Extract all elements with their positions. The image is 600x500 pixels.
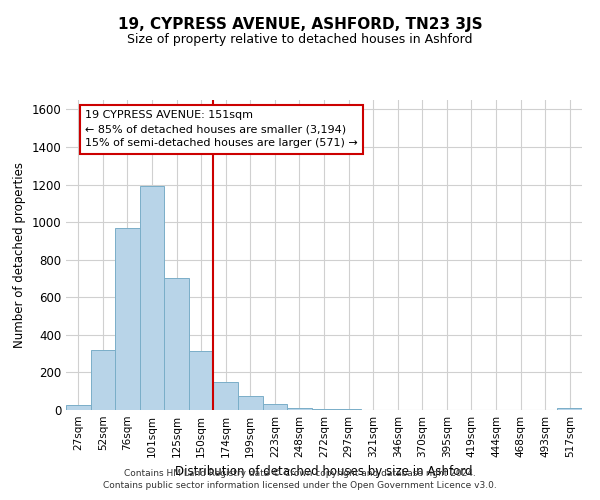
Text: Contains public sector information licensed under the Open Government Licence v3: Contains public sector information licen… [103,481,497,490]
X-axis label: Distribution of detached houses by size in Ashford: Distribution of detached houses by size … [175,466,473,478]
Bar [287,408,312,410]
Bar [214,382,238,410]
Bar [557,408,582,410]
Bar [91,350,115,410]
Bar [263,404,287,410]
Bar [238,396,263,410]
Bar [189,351,214,410]
Bar [164,278,189,410]
Text: 19, CYPRESS AVENUE, ASHFORD, TN23 3JS: 19, CYPRESS AVENUE, ASHFORD, TN23 3JS [118,18,482,32]
Text: Contains HM Land Registry data © Crown copyright and database right 2024.: Contains HM Land Registry data © Crown c… [124,468,476,477]
Text: 19 CYPRESS AVENUE: 151sqm
← 85% of detached houses are smaller (3,194)
15% of se: 19 CYPRESS AVENUE: 151sqm ← 85% of detac… [85,110,358,148]
Bar [66,406,91,410]
Bar [115,228,140,410]
Bar [312,409,336,410]
Y-axis label: Number of detached properties: Number of detached properties [13,162,26,348]
Text: Size of property relative to detached houses in Ashford: Size of property relative to detached ho… [127,32,473,46]
Bar [140,186,164,410]
